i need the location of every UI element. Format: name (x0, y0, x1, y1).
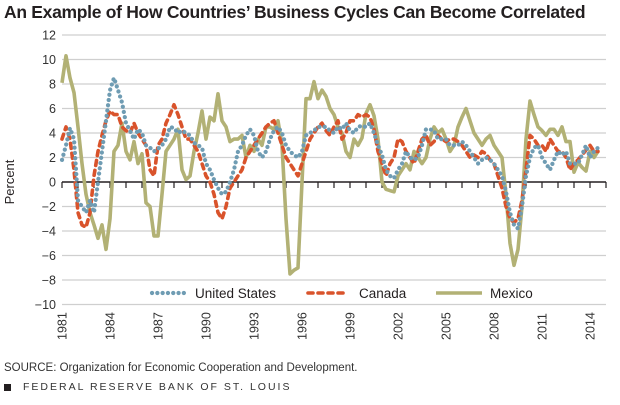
x-tick-label: 2008 (488, 312, 502, 340)
legend: United States Canada Mexico (149, 286, 533, 301)
y-tick-label: −2 (42, 200, 56, 214)
gridlines (62, 34, 606, 306)
source-note: SOURCE: Organization for Economic Cooper… (4, 362, 358, 374)
series-line-united-states (59, 75, 601, 231)
y-tick-label: 4 (49, 127, 56, 141)
series-lines (59, 54, 601, 276)
legend-label: Mexico (490, 286, 533, 301)
y-tick-label: 6 (49, 102, 56, 116)
publisher-credit: FEDERAL RESERVE BANK OF ST. LOUIS (4, 381, 291, 393)
y-tick-label: −8 (42, 274, 56, 288)
legend-item-mexico: Mexico (436, 286, 533, 301)
x-tick-label: 2011 (536, 313, 550, 340)
x-tick-label: 1990 (200, 312, 214, 340)
y-axis-label: Percent (2, 159, 17, 204)
legend-item-canada: Canada (306, 286, 407, 301)
publisher-name: FEDERAL RESERVE BANK OF ST. LOUIS (23, 381, 292, 393)
y-tick-label: 8 (49, 78, 56, 92)
y-tick-label: 10 (42, 53, 56, 67)
y-tick-label: 2 (49, 151, 56, 165)
legend-label: Canada (359, 286, 407, 301)
x-tick-label: 1993 (248, 312, 262, 340)
legend-item-united-states: United States (149, 286, 276, 301)
y-tick-label: −4 (42, 225, 56, 239)
y-tick-label: 12 (42, 29, 56, 43)
y-tick-label: −10 (35, 298, 56, 312)
legend-label: United States (195, 286, 276, 301)
x-tick-label: 2005 (440, 312, 454, 340)
line-chart: 12 10 8 6 4 2 0 −2 −4 −6 −8 −10 1981 1984 1987 1990 199… (2, 29, 607, 340)
publisher-square-icon (4, 383, 11, 391)
x-axis (61, 181, 607, 188)
y-axis-ticks: 12 10 8 6 4 2 0 −2 −4 −6 −8 −10 (35, 29, 56, 313)
x-tick-label: 2002 (392, 312, 406, 340)
x-tick-label: 1996 (296, 312, 310, 340)
x-tick-label: 1999 (344, 312, 358, 340)
x-tick-label: 1987 (152, 312, 166, 340)
series-line-mexico (60, 54, 600, 276)
x-tick-label: 2014 (584, 312, 598, 340)
chart-title: An Example of How Countries’ Business Cy… (4, 2, 586, 22)
y-tick-label: 0 (49, 176, 56, 190)
x-axis-labels: 1981 1984 1987 1990 1993 1996 1999 2002 2005 2008… (56, 312, 598, 340)
x-tick-label: 1984 (104, 312, 118, 340)
y-tick-label: −6 (42, 249, 56, 263)
x-tick-label: 1981 (56, 312, 70, 340)
